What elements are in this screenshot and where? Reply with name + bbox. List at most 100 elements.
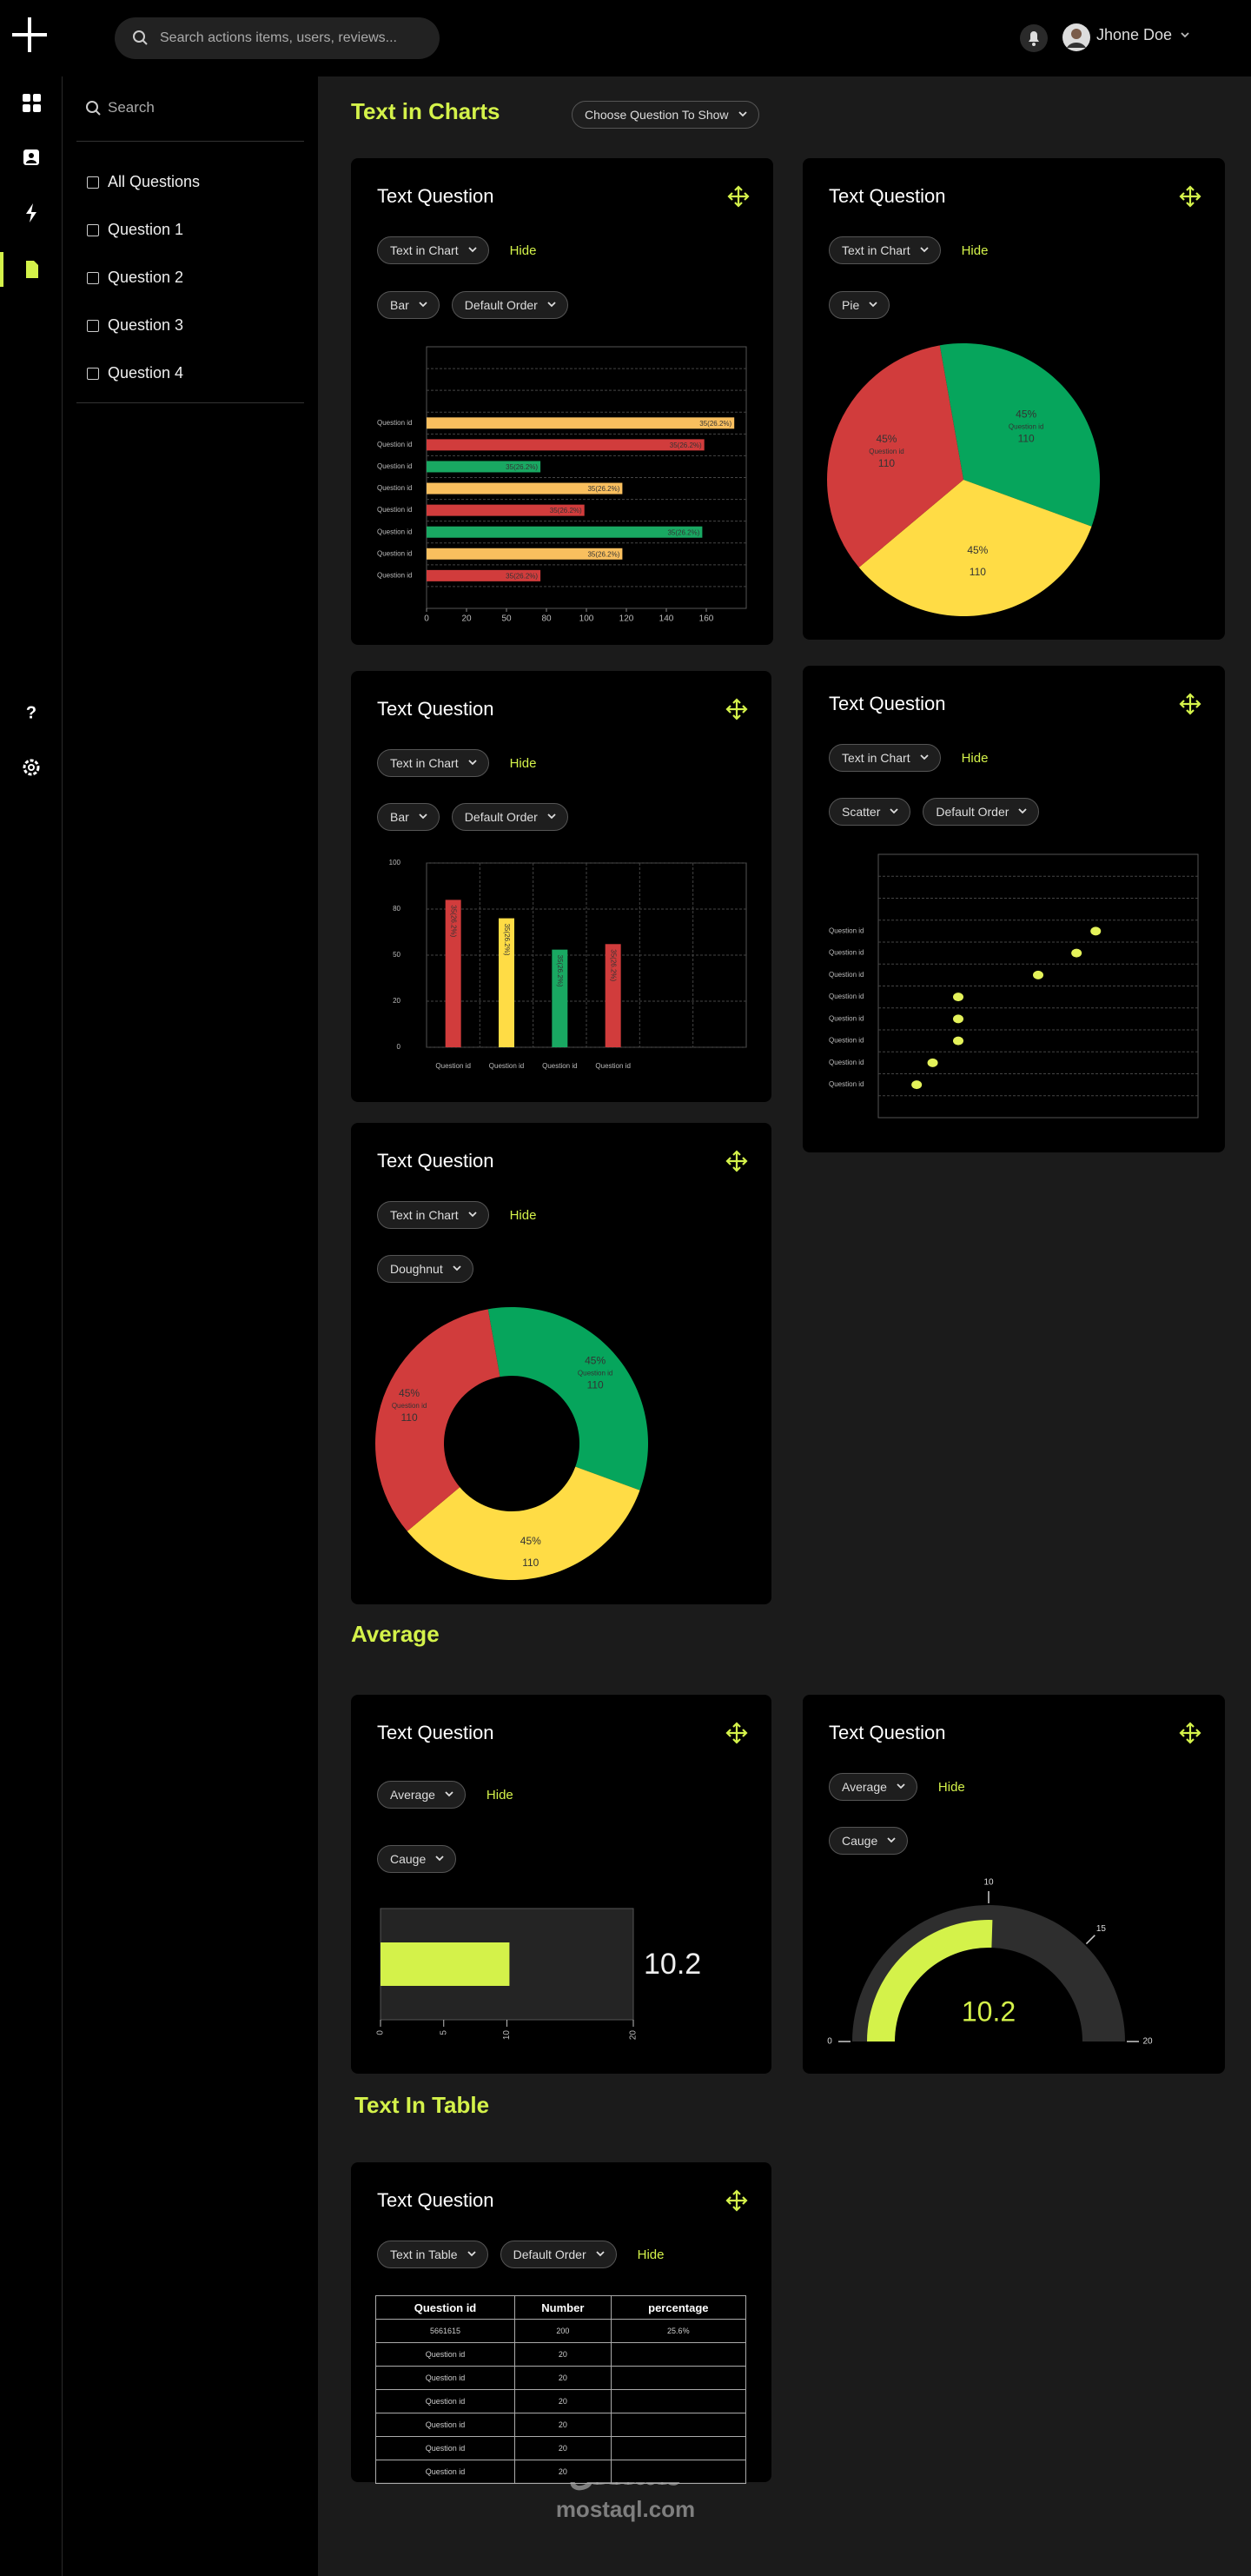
- search-box[interactable]: Search actions items, users, reviews...: [115, 17, 440, 59]
- dropdown[interactable]: Text in Chart: [377, 749, 489, 777]
- dropdown[interactable]: Default Order: [500, 2241, 617, 2268]
- move-icon[interactable]: [1179, 693, 1201, 715]
- dropdown[interactable]: Default Order: [451, 291, 568, 319]
- dropdown[interactable]: Bar: [377, 291, 440, 319]
- hide-link[interactable]: Hide: [961, 242, 989, 258]
- dropdown[interactable]: Scatter: [829, 798, 911, 826]
- bar: [552, 949, 568, 1047]
- table-row: Question id 20: [374, 2413, 747, 2437]
- dropdown[interactable]: Text in Table: [377, 2241, 488, 2268]
- gauge-track: [852, 1905, 1125, 2042]
- chevron-path: [869, 302, 877, 308]
- dropdown[interactable]: Bar: [377, 803, 440, 831]
- chevron: [419, 813, 427, 820]
- table-row: Question id 20: [374, 2366, 747, 2390]
- dropdown-label: Average: [390, 1788, 435, 1802]
- chevron: [547, 813, 556, 820]
- hide-link[interactable]: Hide: [937, 1779, 965, 1795]
- slice-label: 45%: [399, 1387, 420, 1399]
- table-header: Question id Number percentage: [374, 2295, 747, 2320]
- move-icon[interactable]: [725, 698, 748, 720]
- hide-link[interactable]: Hide: [509, 1207, 537, 1223]
- chevron: [897, 1783, 905, 1789]
- table-cell: 5661615: [374, 2319, 516, 2343]
- table-cell: 25.6%: [610, 2319, 747, 2343]
- slice-count: 110: [970, 566, 986, 578]
- x-tick-label: 20: [629, 2030, 639, 2041]
- chevron-path: [919, 754, 929, 760]
- checkbox[interactable]: [87, 368, 99, 380]
- hide-link[interactable]: Hide: [637, 2247, 665, 2262]
- dropdown[interactable]: Average: [829, 1773, 917, 1801]
- checkbox[interactable]: [87, 176, 99, 189]
- chevron: [595, 2251, 605, 2257]
- table-cell: [610, 2342, 747, 2367]
- dropdown[interactable]: Text in Chart: [829, 744, 941, 772]
- dropdown[interactable]: Text in Chart: [377, 1201, 489, 1229]
- dropdown-label: Default Order: [464, 298, 538, 312]
- chevron-path: [467, 2251, 476, 2257]
- section-title: Average: [351, 1621, 440, 1647]
- chevron: [887, 1837, 896, 1843]
- sidebar-item[interactable]: All Questions: [108, 173, 201, 190]
- dropdown[interactable]: Doughnut: [377, 1255, 473, 1283]
- dropdown[interactable]: Text in Chart: [829, 236, 941, 264]
- y-tick-label: Question id: [829, 926, 864, 934]
- card: 0 20 50 80 100 Question id 35(26.2%) Question i…: [351, 671, 771, 1102]
- move-icon[interactable]: [725, 2189, 748, 2212]
- x-tick-label: Question id: [435, 1062, 470, 1070]
- table-cell: 20: [514, 2413, 612, 2437]
- value-text: 10.2: [644, 1948, 701, 1981]
- move-icon[interactable]: [1179, 1722, 1201, 1744]
- dropdown-label: Choose Question To Show: [585, 108, 729, 122]
- dropdown[interactable]: Average: [377, 1781, 466, 1809]
- dropdown-label: Scatter: [842, 805, 881, 819]
- chevron: [738, 111, 747, 117]
- hide-link[interactable]: Hide: [486, 1787, 513, 1803]
- reports-icon[interactable]: [26, 261, 38, 278]
- card-title: Text Question: [377, 2189, 494, 2211]
- chevron: [435, 1856, 444, 1862]
- sidebar-item[interactable]: Question 1: [108, 221, 184, 238]
- move-icon[interactable]: [725, 1150, 748, 1172]
- users-icon[interactable]: [23, 149, 39, 165]
- settings-icon[interactable]: [23, 759, 40, 776]
- x-tick-label: 120: [619, 614, 634, 624]
- table-cell: Question id: [374, 2389, 516, 2413]
- dropdown[interactable]: Cauge: [829, 1827, 909, 1855]
- checkbox[interactable]: [87, 320, 99, 332]
- move-icon[interactable]: [1179, 185, 1201, 208]
- hide-link[interactable]: Hide: [509, 242, 537, 258]
- actions-icon[interactable]: [26, 203, 36, 222]
- sidebar-item[interactable]: Question 2: [108, 269, 184, 286]
- dropdown[interactable]: Pie: [829, 291, 890, 319]
- user-name[interactable]: Jhone Doe: [1096, 26, 1173, 43]
- card: Text Question Text in Table Default Order H…: [351, 2162, 771, 2484]
- sidebar-item[interactable]: Question 4: [108, 364, 184, 382]
- gauge-tick-label: 15: [1096, 1924, 1107, 1934]
- dropdown[interactable]: Default Order: [451, 803, 568, 831]
- dropdown[interactable]: Text in Chart: [377, 236, 489, 264]
- chevron-path: [887, 1837, 896, 1843]
- table-row: Question id 20: [374, 2436, 747, 2460]
- checkbox[interactable]: [87, 224, 99, 236]
- dropdown[interactable]: Cauge: [377, 1845, 457, 1873]
- dropdown[interactable]: Default Order: [923, 798, 1040, 826]
- avatar[interactable]: [1062, 23, 1091, 52]
- sidebar-search[interactable]: Search: [108, 99, 155, 116]
- move-icon[interactable]: [727, 185, 750, 208]
- control-row: Scatter Default Order: [829, 798, 1040, 826]
- checkbox[interactable]: [87, 272, 99, 284]
- chevron: [869, 302, 877, 308]
- hide-link[interactable]: Hide: [961, 750, 989, 766]
- hide-link[interactable]: Hide: [509, 755, 537, 771]
- question-dropdown[interactable]: Choose Question To Show: [572, 101, 759, 129]
- table-cell: Question id: [374, 2413, 516, 2437]
- help-icon[interactable]: ?: [26, 703, 36, 722]
- move-icon[interactable]: [725, 1722, 748, 1744]
- dashboard-icon[interactable]: [23, 94, 41, 112]
- chevron-path: [467, 760, 477, 766]
- sidebar-item[interactable]: Question 3: [108, 316, 184, 334]
- bell-icon[interactable]: [1018, 23, 1049, 54]
- table-cell: 20: [514, 2436, 612, 2460]
